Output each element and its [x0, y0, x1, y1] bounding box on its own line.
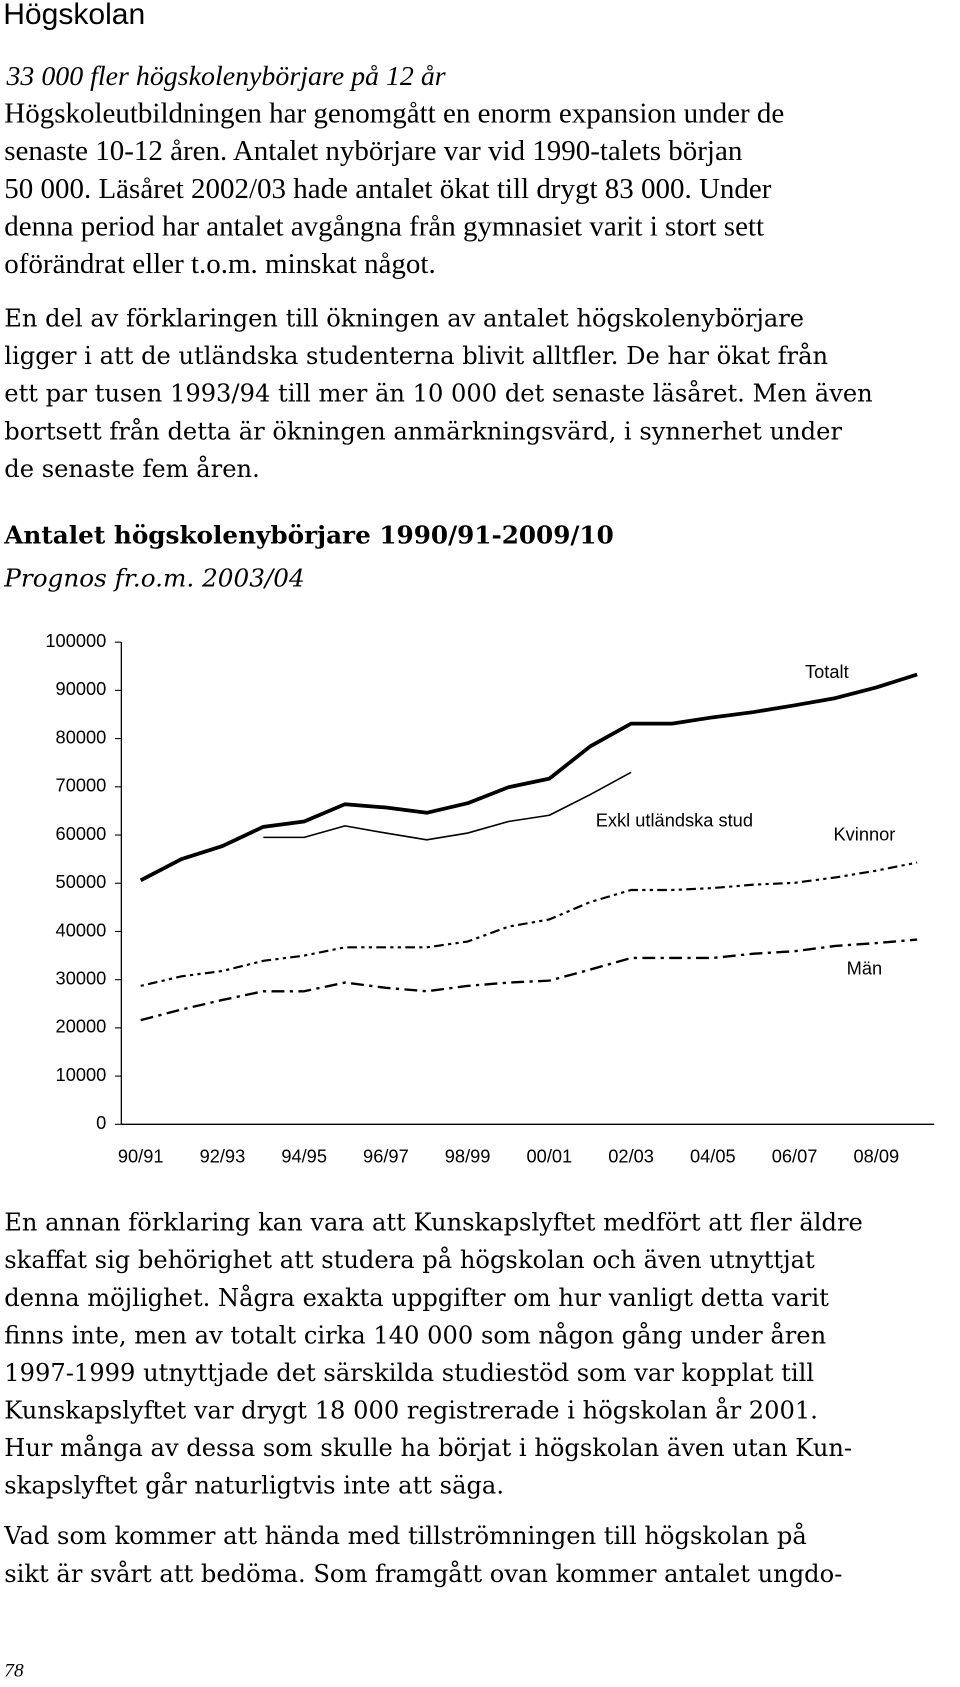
paragraph-line: skapslyftet går naturligtvis inte att sä… [4, 1471, 504, 1500]
paragraph-line: Högskoleutbildningen har genomgått en en… [4, 98, 784, 130]
y-tick-label: 100000 [45, 630, 106, 651]
paragraph-line: En annan förklaring kan vara att Kunskap… [4, 1209, 863, 1237]
paragraph-line: denna möjlighet. Några exakta uppgifter … [4, 1283, 829, 1312]
series-line [263, 771, 632, 841]
x-tick-label: 94/95 [281, 1145, 327, 1166]
series-line [139, 672, 918, 882]
y-tick-label: 80000 [56, 726, 107, 747]
series-line [140, 938, 918, 1022]
paragraph-line: Vad som kommer att hända med tillströmni… [3, 1521, 806, 1550]
y-tick-label: 60000 [56, 823, 107, 844]
paragraph-line: Kunskapslyftet var drygt 18 000 registre… [4, 1396, 818, 1425]
paragraph-line: skaffat sig behörighet att studera på hö… [4, 1245, 815, 1274]
x-tick-label: 92/93 [200, 1145, 246, 1166]
chart-title: Antalet högskolenybörjare 1990/91-2009/1… [3, 520, 614, 549]
heading: Högskolan [3, 0, 145, 31]
chart: 0 10000 20000 30000 40000 50000 60000 70000 8000… [45, 630, 935, 1166]
paragraph-line: ligger i att de utländska studenterna bl… [4, 341, 828, 370]
y-tick-label: 30000 [56, 967, 107, 988]
y-tick-label: 10000 [56, 1064, 107, 1085]
subheading: 33 000 fler högskolenybörjare på 12 år [5, 61, 445, 92]
y-tick-label: 50000 [56, 871, 107, 892]
paragraph-line: 1997-1999 utnyttjade det särskilda studi… [4, 1359, 814, 1387]
x-tick-label: 00/01 [527, 1145, 573, 1166]
chart-subtitle: Prognos fr.o.m. 2003/04 [3, 563, 304, 592]
paragraph-line: senaste 10-12 åren. Antalet nybörjare va… [4, 135, 743, 167]
x-tick-label: 02/03 [608, 1145, 654, 1166]
paragraph-line: bortsett från detta är ökningen anmärkni… [4, 416, 842, 445]
paragraph-line: finns inte, men av totalt cirka 140 000 … [4, 1320, 826, 1349]
x-tick-label: 96/97 [363, 1145, 409, 1166]
y-tick-label: 40000 [56, 919, 107, 940]
y-tick-label: 70000 [56, 775, 107, 796]
series-label: Kvinnor [833, 823, 895, 844]
y-tick-label: 20000 [56, 1016, 107, 1037]
paragraph-line: 50 000. Läsåret 2002/03 hade antalet öka… [4, 173, 771, 205]
y-tick-label: 90000 [56, 678, 107, 699]
series-label: Exkl utländska stud [596, 809, 753, 830]
paragraph-line: En del av förklaringen till ökningen av … [4, 305, 804, 333]
series-label: Män [847, 958, 883, 979]
paragraph-line: sikt är svårt att bedöma. Som framgått o… [4, 1559, 842, 1588]
series-label: Totalt [805, 661, 849, 682]
paragraph-line: oförändrat eller t.o.m. minskat något. [4, 248, 435, 280]
x-tick-label: 98/99 [445, 1145, 491, 1166]
paragraph-line: ett par tusen 1993/94 till mer än 10 000… [4, 379, 872, 408]
y-tick-label: 0 [96, 1112, 106, 1133]
series-line [140, 861, 918, 987]
x-tick-label: 06/07 [772, 1145, 818, 1166]
paragraph-line: de senaste fem åren. [4, 454, 259, 483]
page-number: 78 [4, 1660, 24, 1681]
paragraph-line: denna period har antalet avgångna från g… [4, 210, 764, 242]
paragraph-line: Hur många av dessa som skulle ha börjat … [4, 1433, 852, 1462]
x-tick-label: 90/91 [118, 1145, 164, 1166]
x-tick-label: 04/05 [690, 1145, 736, 1166]
x-tick-label: 08/09 [853, 1145, 899, 1166]
